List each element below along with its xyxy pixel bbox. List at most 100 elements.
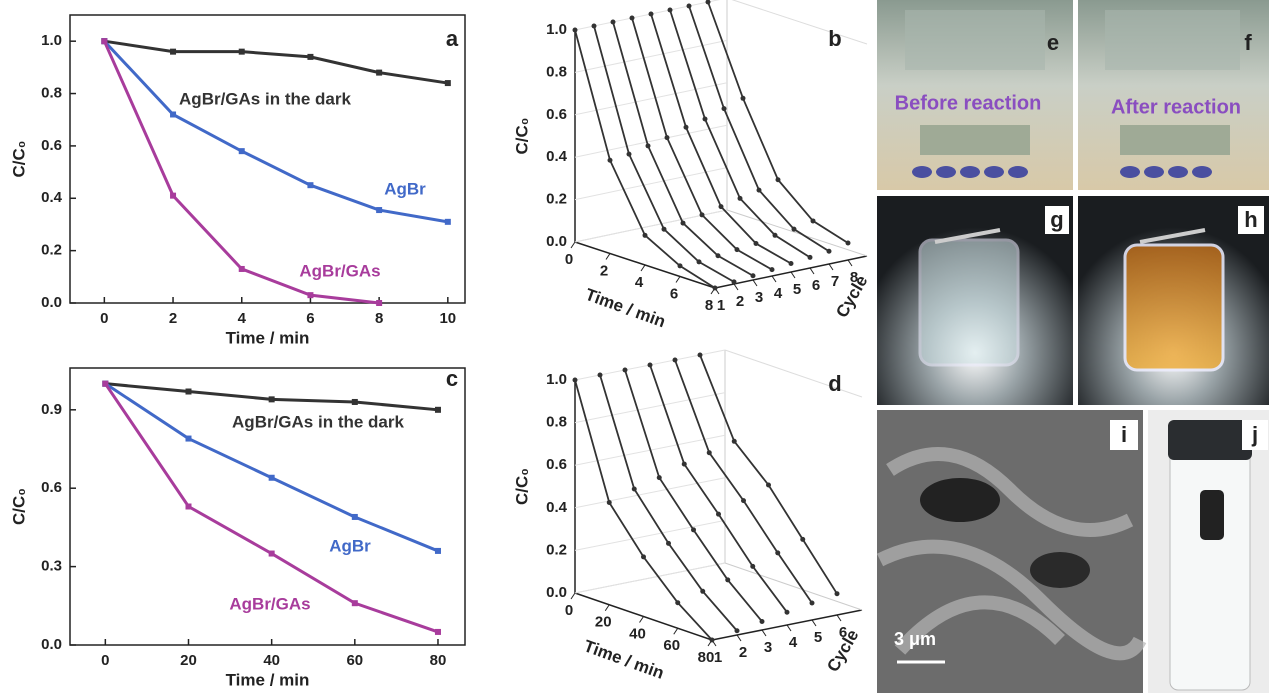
- point: [376, 300, 382, 306]
- cycle-tick-label: 1: [714, 649, 722, 666]
- y-tick-label: 0.0: [41, 636, 62, 653]
- x-tick-label: 8: [705, 297, 713, 314]
- point: [643, 233, 648, 238]
- point: [307, 182, 313, 188]
- panel-label: c: [446, 366, 458, 391]
- point: [716, 512, 721, 517]
- x-axis-label: Time / min: [583, 285, 668, 332]
- point: [678, 263, 683, 268]
- point: [719, 204, 724, 209]
- point: [725, 577, 730, 582]
- point: [766, 483, 771, 488]
- point: [698, 353, 703, 358]
- point: [776, 177, 781, 182]
- x-tick-label: 2: [600, 262, 608, 279]
- grid-line: [575, 520, 725, 550]
- x-tick-label: 20: [595, 614, 612, 631]
- point: [648, 363, 653, 368]
- point: [738, 196, 743, 201]
- point: [352, 399, 358, 405]
- x-tick-label: 60: [663, 637, 680, 654]
- point: [269, 475, 275, 481]
- x-tick-label: 80: [698, 649, 715, 666]
- cycle-tick: [734, 284, 738, 290]
- point: [607, 500, 612, 505]
- x-tick-label: 0: [565, 602, 573, 619]
- photo-caption: Before reaction: [895, 92, 1042, 114]
- point: [703, 117, 708, 122]
- y-tick-label: 0.8: [41, 85, 62, 102]
- grid-line: [575, 393, 725, 423]
- series-label: AgBr/GAs: [229, 594, 310, 613]
- z-tick-label: 0.4: [546, 148, 568, 165]
- figure: e Before reaction f After reaction g h i…: [0, 0, 1269, 693]
- point: [732, 279, 737, 284]
- cycle-tick: [737, 635, 741, 641]
- y-axis-label: C/C₀: [9, 141, 28, 178]
- panel-label: a: [446, 26, 459, 51]
- cycle-tick-label: 2: [736, 293, 744, 310]
- x-axis-label: Time / min: [226, 670, 310, 689]
- cycle-tick: [772, 276, 776, 282]
- x-tick-label: 4: [238, 310, 247, 327]
- point: [707, 450, 712, 455]
- cycle-tick: [762, 630, 766, 636]
- x-tick: [606, 254, 610, 260]
- point: [608, 158, 613, 163]
- cycle-tick-label: 6: [812, 277, 820, 294]
- x-tick-label: 6: [306, 310, 314, 327]
- cycle-tick: [753, 280, 757, 286]
- point: [735, 247, 740, 252]
- z-tick-label: 0.8: [546, 414, 567, 431]
- x-tick-label: 8: [375, 310, 383, 327]
- point: [611, 20, 616, 25]
- cycle-tick-label: 4: [789, 634, 798, 651]
- cycle-tick: [848, 260, 852, 266]
- series-label: AgBr: [329, 536, 371, 555]
- photo-j: j: [1148, 410, 1269, 693]
- y-tick-label: 0.6: [41, 137, 62, 154]
- scale-label: 3 μm: [894, 629, 936, 649]
- z-axis-label: C/C₀: [512, 118, 531, 155]
- point: [186, 504, 192, 510]
- point: [269, 396, 275, 402]
- y-tick-label: 0.4: [41, 189, 63, 206]
- x-tick-label: 60: [346, 652, 363, 669]
- photo-h: h: [1078, 196, 1269, 405]
- point: [789, 261, 794, 266]
- series-line: [104, 41, 447, 83]
- x-tick-label: 40: [263, 652, 280, 669]
- point: [741, 498, 746, 503]
- z-tick-label: 0.4: [546, 499, 568, 516]
- x-tick-label: 0: [100, 310, 108, 327]
- point: [657, 475, 662, 480]
- point: [598, 373, 603, 378]
- point: [666, 541, 671, 546]
- cycle-tick-label: 5: [793, 281, 801, 298]
- point: [800, 537, 805, 542]
- point: [102, 381, 108, 387]
- point: [623, 368, 628, 373]
- point: [760, 619, 765, 624]
- point: [269, 551, 275, 557]
- point: [307, 54, 313, 60]
- z-tick-label: 0.2: [546, 541, 567, 558]
- x-axis-label: Time / min: [581, 636, 666, 683]
- y-tick-label: 0.3: [41, 558, 62, 575]
- z-tick-label: 1.0: [546, 371, 567, 388]
- x-tick-label: 10: [439, 310, 456, 327]
- cycle-tick: [810, 268, 814, 274]
- point: [810, 600, 815, 605]
- point: [592, 24, 597, 29]
- point: [435, 407, 441, 413]
- point: [632, 486, 637, 491]
- point: [700, 212, 705, 217]
- point: [665, 135, 670, 140]
- x-tick: [674, 628, 678, 634]
- x-tick-label: 0: [101, 652, 109, 669]
- panel-label: b: [828, 26, 841, 51]
- point: [754, 241, 759, 246]
- point: [792, 227, 797, 232]
- grid-line: [575, 168, 727, 200]
- point: [675, 600, 680, 605]
